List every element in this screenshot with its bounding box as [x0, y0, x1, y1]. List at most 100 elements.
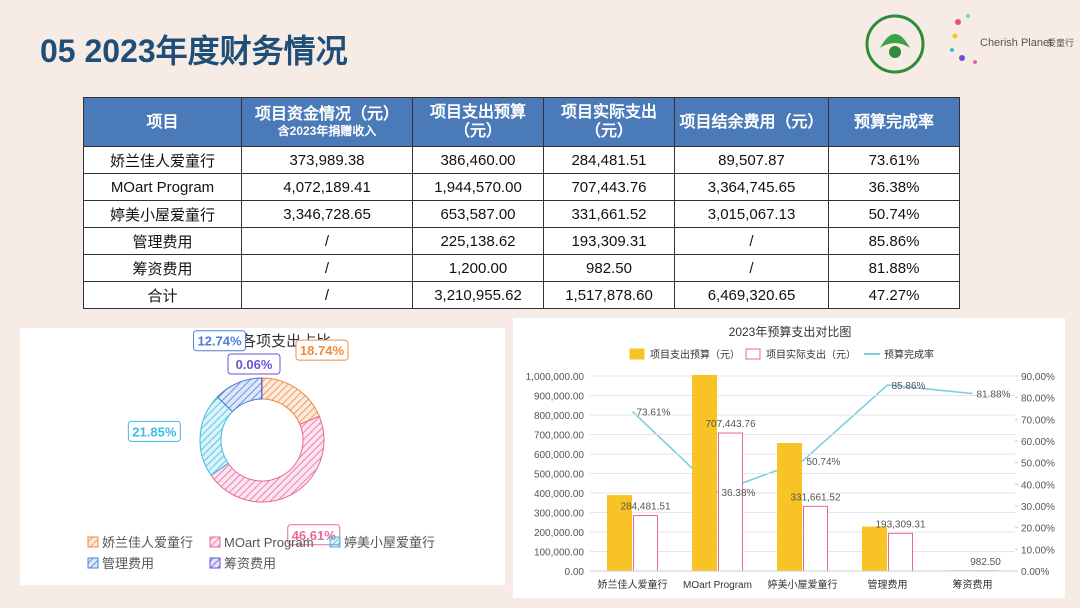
label-box	[295, 339, 349, 361]
y-tick-label: 800,000.00	[534, 411, 584, 422]
legend-label: 婷美小屋爱童行	[344, 535, 435, 550]
table-row: 合计/3,210,955.62 1,517,878.60 6,469,320.65 4…	[83, 281, 960, 309]
table-cell: 225,138.62	[412, 227, 544, 255]
legend-swatch	[745, 348, 761, 360]
legend-label: 项目支出预算（元）	[650, 348, 740, 361]
table-cell: /	[241, 254, 413, 282]
legend-swatch	[329, 536, 341, 548]
table-cell: 4,072,189.41	[241, 173, 413, 201]
logo-text-cn: 爱童行	[1047, 37, 1074, 48]
header-text: 项目结余费用（元）	[679, 113, 824, 131]
y-tick-label: 900,000.00	[534, 392, 584, 403]
table-cell: 284,481.51	[543, 146, 675, 174]
data-label: 707,443.76	[705, 419, 755, 430]
bar	[718, 432, 743, 571]
finance-table: 项目 项目资金情况（元） 含2023年捐赠收入 项目支出预算（元） 项目实际支出（元） 项…	[83, 97, 960, 309]
table-cell: 1,200.00	[412, 254, 544, 282]
table-cell: 373,989.38	[241, 146, 413, 174]
x-tick-label: 管理费用	[868, 578, 908, 591]
x-tick-label: MOart Program	[683, 580, 752, 591]
legend-swatch	[209, 557, 221, 569]
x-tick-label: 筹资费用	[953, 578, 993, 591]
header-row: 项目 项目资金情况（元） 含2023年捐赠收入 项目支出预算（元） 项目实际支出（元） 项…	[83, 97, 960, 147]
table-cell: /	[241, 281, 413, 309]
header-cell: 项目支出预算（元）	[412, 97, 544, 147]
table-cell: 36.38%	[828, 173, 960, 201]
data-label: 81.88%	[977, 390, 1011, 401]
data-label: 18.74%	[300, 343, 345, 358]
legend-label: 娇兰佳人爱童行	[102, 535, 193, 550]
legend-label: MOart Program	[224, 535, 314, 550]
data-label: 284,481.51	[620, 502, 670, 513]
y2-tick-label: 50.00%	[1021, 459, 1055, 470]
table-cell: 3,210,955.62	[412, 281, 544, 309]
table-cell: 193,309.31	[543, 227, 675, 255]
data-label: 982.50	[970, 557, 1001, 568]
y2-tick-label: 40.00%	[1021, 480, 1055, 491]
logo-dots	[950, 14, 977, 64]
label-box	[227, 353, 281, 375]
table-cell: 3,015,067.13	[674, 200, 829, 228]
data-label: 46.61%	[292, 528, 337, 543]
donut-slice	[199, 396, 234, 477]
bar	[862, 526, 887, 571]
chart-title: 2023年预算支出对比图	[729, 324, 852, 339]
donut-slice	[261, 377, 320, 425]
table-cell: 73.61%	[828, 146, 960, 174]
logo-ring	[865, 14, 925, 74]
header-text: 项目实际支出（元）	[560, 104, 657, 140]
table-cell: /	[674, 227, 829, 255]
y-tick-label: 700,000.00	[534, 431, 584, 442]
data-label: 0.06%	[236, 357, 273, 372]
table-cell: 331,661.52	[543, 200, 675, 228]
x-tick-label: 娇兰佳人爱童行	[598, 578, 668, 591]
y2-tick-label: 10.00%	[1021, 545, 1055, 556]
data-label: 85.86%	[892, 381, 926, 392]
table-cell: 386,460.00	[412, 146, 544, 174]
bar	[803, 505, 828, 571]
y-tick-label: 1,000,000.00	[526, 372, 585, 383]
table-cell: /	[241, 227, 413, 255]
bar	[777, 443, 802, 571]
table-cell: 85.86%	[828, 227, 960, 255]
label-box	[193, 330, 247, 352]
y2-tick-label: 0.00%	[1021, 567, 1049, 578]
header-note: 含2023年捐赠收入	[277, 124, 377, 138]
legend-swatch	[629, 348, 645, 360]
header-text: 预算完成率	[853, 113, 934, 131]
table-row: 娇兰佳人爱童行 373,989.38 386,460.00 284,481.51 89,…	[83, 146, 960, 174]
legend-swatch	[87, 536, 99, 548]
y-tick-label: 500,000.00	[534, 470, 584, 481]
legend-label: 项目实际支出（元）	[766, 348, 856, 361]
bar	[888, 532, 913, 571]
header-text: 项目	[146, 113, 179, 131]
bar	[633, 515, 658, 571]
y-tick-label: 600,000.00	[534, 450, 584, 461]
data-label: 12.74%	[197, 334, 242, 349]
legend-swatch	[209, 536, 221, 548]
data-label: 50.74%	[807, 457, 841, 468]
header-cell: 预算完成率	[828, 97, 960, 147]
slide-title: 05 2023年度财务情况	[40, 33, 348, 69]
y2-tick-label: 70.00%	[1021, 415, 1055, 426]
data-label: 331,661.52	[790, 492, 840, 503]
x-tick-label: 婷美小屋爱童行	[768, 578, 838, 591]
table-row: 筹资费用/1,200.00 982.50/81.88%	[83, 254, 960, 282]
table-cell: 89,507.87	[674, 146, 829, 174]
logo-text: Cherish Planet	[980, 37, 1052, 49]
y2-tick-label: 80.00%	[1021, 394, 1055, 405]
data-label: 21.85%	[132, 424, 177, 439]
y-tick-label: 200,000.00	[534, 528, 584, 539]
data-label: 193,309.31	[875, 519, 925, 530]
rate-line	[631, 384, 973, 494]
logo-leaf	[880, 34, 910, 48]
table-cell: 47.27%	[828, 281, 960, 309]
data-label: 36.38%	[722, 488, 756, 499]
table-cell: 筹资费用	[83, 254, 242, 282]
y-tick-label: 0.00	[565, 567, 585, 578]
table-cell: 1,517,878.60	[543, 281, 675, 309]
legend-label: 预算完成率	[884, 348, 934, 361]
data-label: 73.61%	[637, 408, 671, 419]
